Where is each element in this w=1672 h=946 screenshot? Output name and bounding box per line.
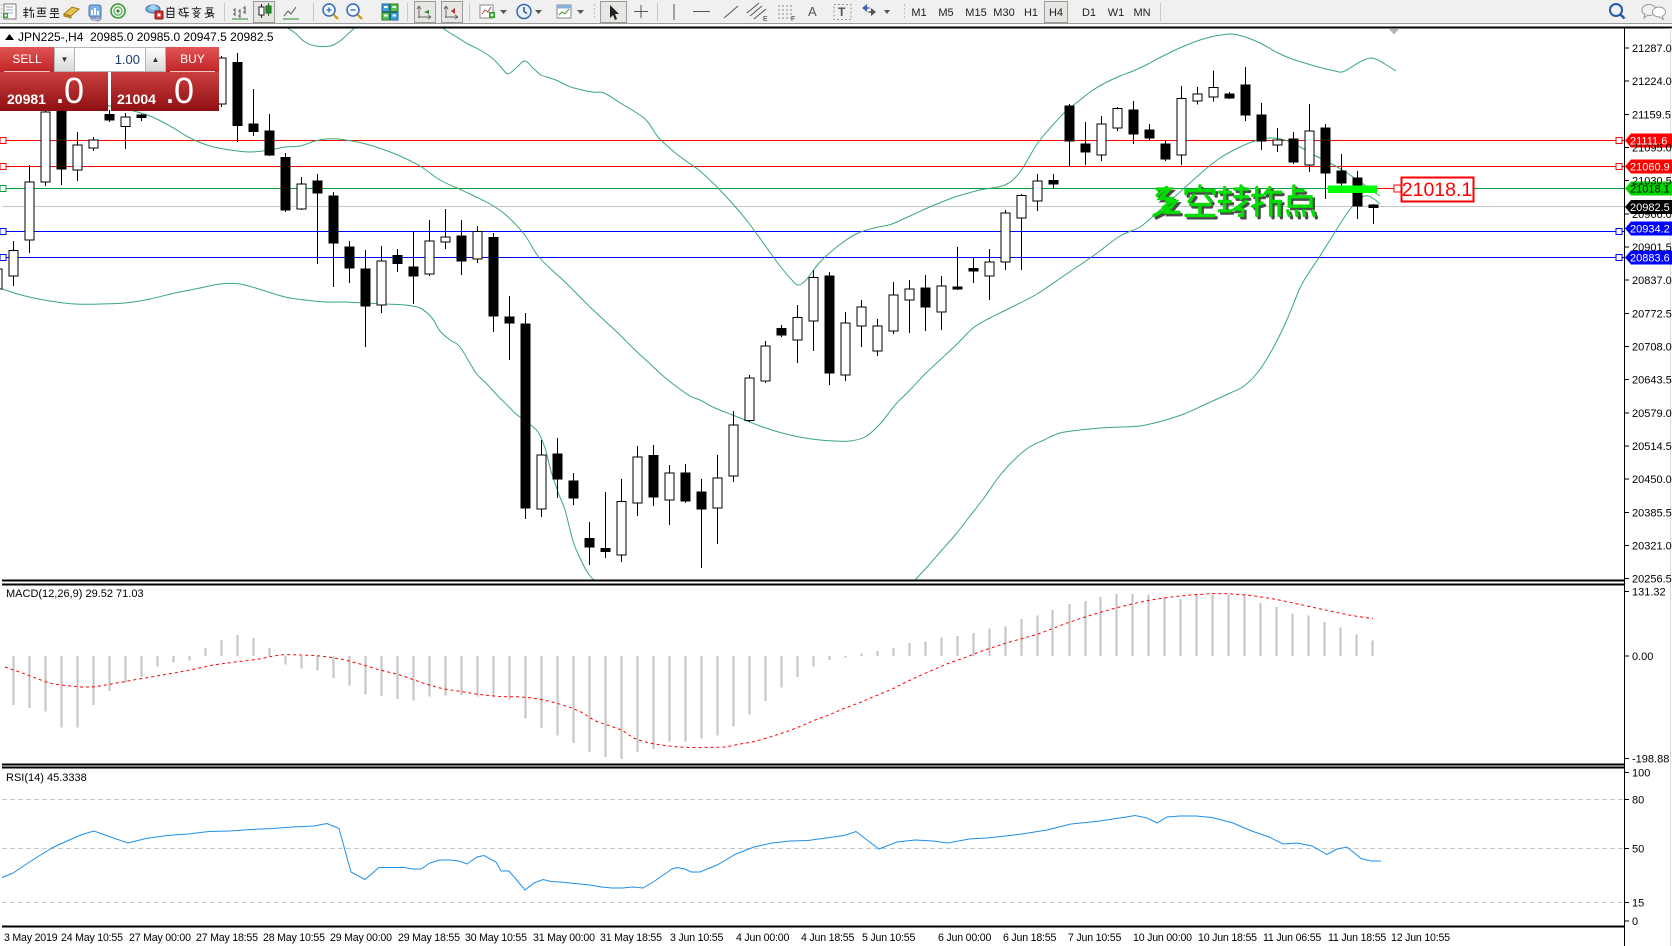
- svg-text:D1: D1: [1082, 7, 1096, 19]
- svg-text:11 Jun 18:55: 11 Jun 18:55: [1328, 932, 1386, 944]
- svg-text:27 May 00:00: 27 May 00:00: [129, 932, 191, 944]
- svg-text:21018.1: 21018.1: [1402, 179, 1473, 201]
- svg-text:20708.0: 20708.0: [1632, 342, 1672, 354]
- svg-text:6 Jun 00:00: 6 Jun 00:00: [938, 932, 991, 944]
- svg-text:0: 0: [1632, 916, 1638, 928]
- svg-text:20901.5: 20901.5: [1632, 242, 1672, 254]
- svg-text:131.32: 131.32: [1632, 587, 1666, 599]
- svg-text:21159.5: 21159.5: [1632, 109, 1671, 121]
- svg-text:20837.0: 20837.0: [1632, 275, 1672, 287]
- svg-text:-198.88: -198.88: [1632, 754, 1669, 766]
- svg-text:21095.0: 21095.0: [1632, 143, 1672, 155]
- svg-text:15: 15: [1632, 898, 1644, 910]
- svg-text:31 May 18:55: 31 May 18:55: [600, 932, 662, 944]
- svg-text:20579.0: 20579.0: [1632, 408, 1672, 420]
- svg-text:29 May 18:55: 29 May 18:55: [398, 932, 460, 944]
- svg-text:3 Jun 10:55: 3 Jun 10:55: [670, 932, 723, 944]
- svg-text:JPN225-,H4 20985.0 20985.0 20: JPN225-,H4 20985.0 20985.0 20947.5 20982…: [18, 30, 274, 44]
- svg-text:20514.5: 20514.5: [1632, 441, 1672, 453]
- svg-text:MN: MN: [1133, 7, 1150, 19]
- svg-text:0.00: 0.00: [1632, 651, 1653, 663]
- svg-text:100: 100: [1632, 768, 1650, 780]
- svg-text:T: T: [838, 5, 846, 19]
- svg-text:H4: H4: [1049, 7, 1063, 19]
- svg-text:20966.0: 20966.0: [1632, 209, 1672, 221]
- svg-text:28 May 10:55: 28 May 10:55: [263, 932, 325, 944]
- svg-text:21018.1: 21018.1: [1630, 184, 1670, 196]
- svg-text:12 Jun 10:55: 12 Jun 10:55: [1391, 932, 1450, 944]
- svg-text:20450.0: 20450.0: [1632, 474, 1672, 486]
- svg-text:31 May 00:00: 31 May 00:00: [533, 932, 595, 944]
- svg-text:4 Jun 18:55: 4 Jun 18:55: [801, 932, 854, 944]
- svg-text:10 Jun 00:00: 10 Jun 00:00: [1133, 932, 1192, 944]
- svg-text:24 May 10:55: 24 May 10:55: [61, 932, 123, 944]
- svg-text:7 Jun 10:55: 7 Jun 10:55: [1068, 932, 1121, 944]
- svg-text:20772.5: 20772.5: [1632, 308, 1672, 320]
- svg-text:5 Jun 10:55: 5 Jun 10:55: [862, 932, 915, 944]
- svg-text:10 Jun 18:55: 10 Jun 18:55: [1198, 932, 1257, 944]
- svg-text:20385.5: 20385.5: [1632, 507, 1672, 519]
- svg-text:20883.6: 20883.6: [1630, 253, 1670, 265]
- svg-text:20321.0: 20321.0: [1632, 541, 1672, 553]
- svg-text:20256.5: 20256.5: [1632, 574, 1672, 586]
- svg-text:E: E: [763, 16, 768, 23]
- svg-text:80: 80: [1632, 795, 1644, 807]
- svg-text:20643.5: 20643.5: [1632, 375, 1672, 387]
- svg-text:A: A: [808, 4, 817, 19]
- svg-text:H1: H1: [1024, 7, 1038, 19]
- svg-text:M30: M30: [993, 7, 1014, 19]
- svg-text:3 May 2019: 3 May 2019: [4, 932, 58, 944]
- svg-text:M15: M15: [965, 7, 986, 19]
- svg-text:11 Jun 06:55: 11 Jun 06:55: [1263, 932, 1321, 944]
- svg-text:6 Jun 18:55: 6 Jun 18:55: [1003, 932, 1056, 944]
- svg-text:29 May 00:00: 29 May 00:00: [330, 932, 392, 944]
- svg-text:MACD(12,26,9) 29.52 71.03: MACD(12,26,9) 29.52 71.03: [6, 588, 144, 600]
- svg-text:M1: M1: [911, 7, 926, 19]
- svg-text:21111.6: 21111.6: [1630, 136, 1667, 148]
- svg-text:30 May 10:55: 30 May 10:55: [465, 932, 527, 944]
- svg-text:27 May 18:55: 27 May 18:55: [196, 932, 258, 944]
- svg-text:4 Jun 00:00: 4 Jun 00:00: [736, 932, 789, 944]
- svg-text:M5: M5: [938, 7, 953, 19]
- svg-text:21287.0: 21287.0: [1632, 43, 1672, 55]
- svg-text:21030.5: 21030.5: [1632, 176, 1672, 188]
- svg-text:20982.5: 20982.5: [1630, 202, 1670, 214]
- svg-text:50: 50: [1632, 844, 1644, 856]
- svg-text:W1: W1: [1108, 7, 1125, 19]
- svg-text:21060.9: 21060.9: [1630, 162, 1670, 174]
- svg-text:20934.2: 20934.2: [1630, 224, 1670, 236]
- svg-text:RSI(14) 45.3338: RSI(14) 45.3338: [6, 772, 87, 784]
- svg-text:F: F: [791, 16, 795, 23]
- svg-text:21224.0: 21224.0: [1632, 76, 1672, 88]
